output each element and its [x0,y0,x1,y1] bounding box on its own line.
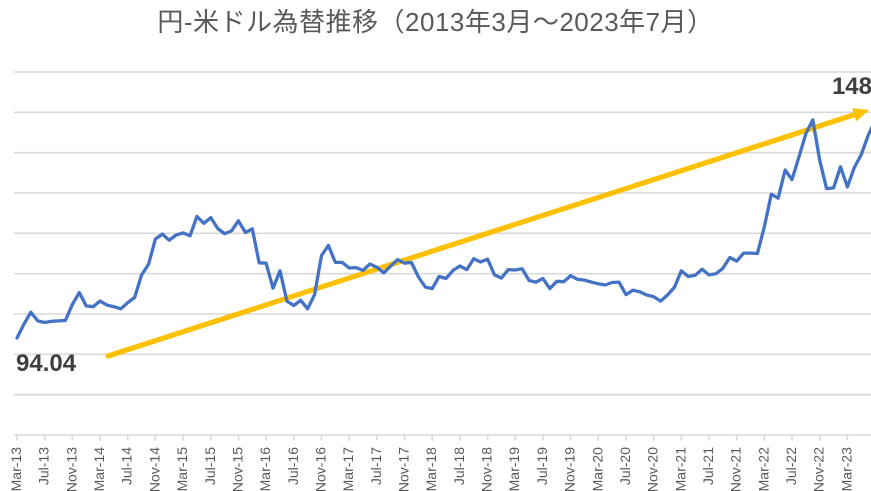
trend-arrow-shaft [105,111,859,359]
x-axis-tick-label: Mar-14 [91,447,107,491]
x-axis-tick-label: Nov-17 [396,447,412,491]
x-axis-tick-label: Nov-19 [562,447,578,491]
x-axis-tick-label: Jul-14 [119,447,135,485]
trend-arrow-head [852,108,869,122]
x-axis-tick-label: Nov-20 [645,447,661,491]
x-axis-tick-label: Nov-15 [229,447,245,491]
exchange-rate-line [15,118,871,340]
end-value-label: 148 [831,73,871,100]
x-axis-tick-label: Mar-20 [589,447,605,491]
x-axis-tick-label: Jul-20 [617,447,633,485]
x-axis-tick-label: Mar-21 [672,447,688,491]
x-axis-tick-label: Mar-15 [174,447,190,491]
x-axis-tick-label: Nov-16 [312,447,328,491]
x-axis-tick-label: Jul-18 [451,447,467,485]
x-axis-tick-label: Nov-21 [728,447,744,491]
x-axis-tick-label: Nov-18 [479,447,495,491]
x-axis-tick-label: Jul-13 [36,447,52,485]
x-axis-tick-label: Mar-18 [423,447,439,491]
x-axis-tick-label: Mar-13 [8,447,24,491]
x-axis-tick-label: Jul-19 [534,447,550,485]
start-value-label: 94.04 [16,350,77,377]
x-axis-tick-label: Mar-17 [340,447,356,491]
x-axis-tick-label: Mar-22 [755,447,771,491]
x-axis-tick-label: Jul-21 [700,447,716,485]
x-axis-tick-label: Nov-22 [811,447,827,491]
x-axis-tick-label: Mar-23 [838,447,854,491]
x-axis-tick-label: Nov-14 [146,447,162,491]
x-axis-tick-label: Jul-15 [202,447,218,485]
x-axis-tick-label: Mar-19 [506,447,522,491]
x-axis-tick-label: Jul-22 [783,447,799,485]
x-axis-tick-label: Nov-13 [63,447,79,491]
x-axis-tick-label: Mar-16 [257,447,273,491]
x-axis-tick-label: Jul-16 [285,447,301,485]
chart-title: 円-米ドル為替推移（2013年3月～2023年7月） [157,7,714,37]
x-axis-tick-label: Jul-17 [368,447,384,485]
